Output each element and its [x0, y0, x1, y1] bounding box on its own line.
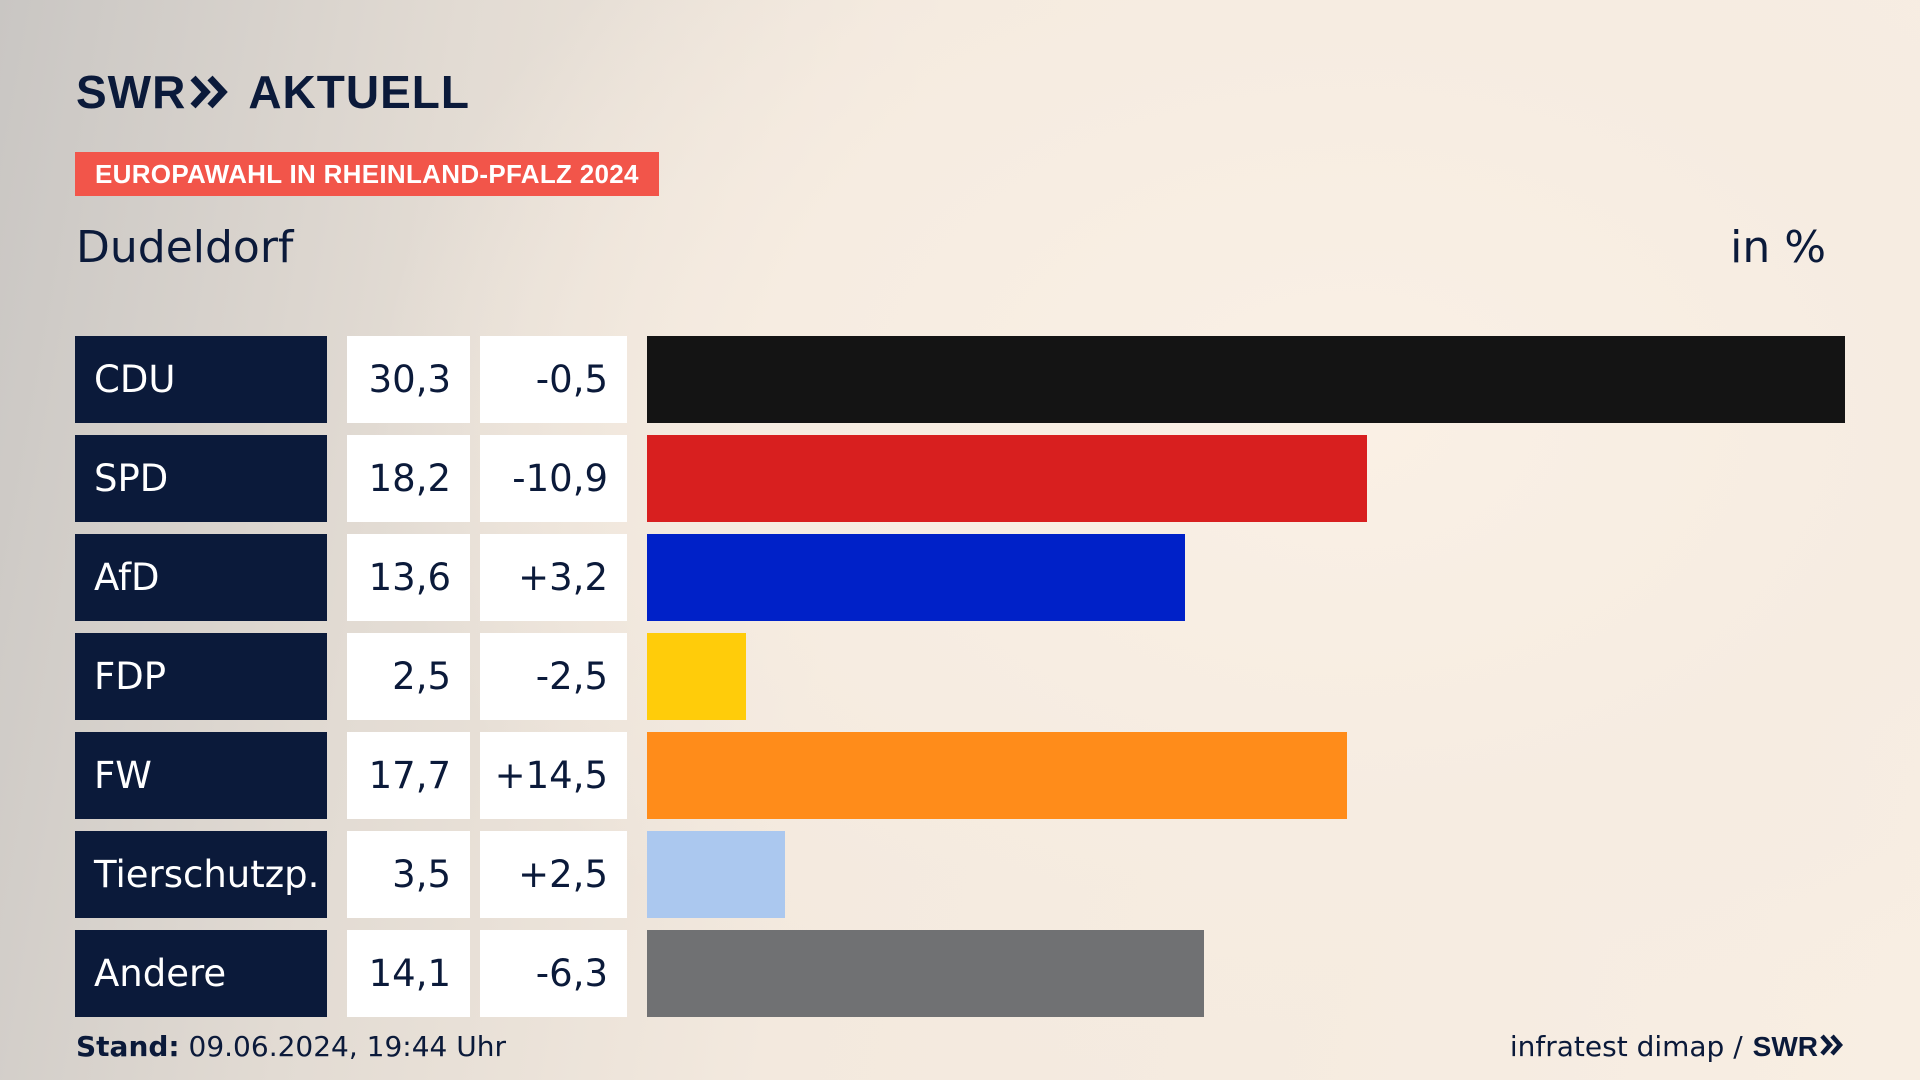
result-row: FDP 2,5 -2,5	[75, 633, 1845, 720]
place-title: Dudeldorf	[76, 222, 294, 273]
party-label: Andere	[75, 930, 327, 1017]
result-change: -10,9	[480, 435, 627, 522]
result-value: 14,1	[347, 930, 470, 1017]
party-label: AfD	[75, 534, 327, 621]
result-change: -0,5	[480, 336, 627, 423]
result-bar	[647, 930, 1205, 1017]
source-credit: infratest dimap / SWR	[1510, 1030, 1844, 1064]
bar-track	[647, 435, 1845, 522]
bar-track	[647, 534, 1845, 621]
result-bar	[647, 633, 746, 720]
bar-track	[647, 633, 1845, 720]
result-change: +14,5	[480, 732, 627, 819]
result-row: Andere 14,1 -6,3	[75, 930, 1845, 1017]
result-row: FW 17,7 +14,5	[75, 732, 1845, 819]
party-label: Tierschutzp.	[75, 831, 327, 918]
result-value: 3,5	[347, 831, 470, 918]
result-change: +2,5	[480, 831, 627, 918]
result-bar	[647, 534, 1185, 621]
result-bar	[647, 336, 1845, 423]
result-row: CDU 30,3 -0,5	[75, 336, 1845, 423]
result-row: AfD 13,6 +3,2	[75, 534, 1845, 621]
double-chevron-icon	[190, 75, 230, 109]
bar-track	[647, 831, 1845, 918]
bar-track	[647, 930, 1845, 1017]
footer-swr-text: SWR	[1752, 1031, 1818, 1062]
timestamp: Stand: 09.06.2024, 19:44 Uhr	[76, 1030, 506, 1064]
swr-aktuell-logo: SWR AKTUELL	[76, 62, 470, 122]
result-value: 18,2	[347, 435, 470, 522]
stand-label: Stand:	[76, 1030, 180, 1063]
result-change: +3,2	[480, 534, 627, 621]
aktuell-logo-text: AKTUELL	[248, 66, 470, 118]
result-row: SPD 18,2 -10,9	[75, 435, 1845, 522]
result-bar	[647, 435, 1367, 522]
result-bar	[647, 732, 1347, 819]
swr-logo: SWR	[76, 65, 230, 119]
result-value: 2,5	[347, 633, 470, 720]
bar-track	[647, 732, 1845, 819]
result-bar	[647, 831, 786, 918]
source-text: infratest dimap /	[1509, 1030, 1743, 1063]
unit-label: in %	[1730, 222, 1826, 273]
results-bar-chart: CDU 30,3 -0,5 SPD 18,2 -10,9 AfD 13,6 +3,2 FDP 2,5…	[75, 336, 1845, 1017]
result-change: -6,3	[480, 930, 627, 1017]
result-change: -2,5	[480, 633, 627, 720]
stand-value: 09.06.2024, 19:44 Uhr	[188, 1030, 506, 1063]
party-label: CDU	[75, 336, 327, 423]
result-row: Tierschutzp. 3,5 +2,5	[75, 831, 1845, 918]
party-label: SPD	[75, 435, 327, 522]
election-kicker: EUROPAWAHL IN RHEINLAND-PFALZ 2024	[75, 152, 659, 196]
result-value: 30,3	[347, 336, 470, 423]
footer-double-chevron-icon	[1818, 1030, 1844, 1064]
party-label: FW	[75, 732, 327, 819]
swr-logo-text: SWR	[76, 66, 187, 118]
result-value: 13,6	[347, 534, 470, 621]
footer-swr-logo: SWR	[1753, 1030, 1844, 1064]
result-value: 17,7	[347, 732, 470, 819]
party-label: FDP	[75, 633, 327, 720]
bar-track	[647, 336, 1845, 423]
